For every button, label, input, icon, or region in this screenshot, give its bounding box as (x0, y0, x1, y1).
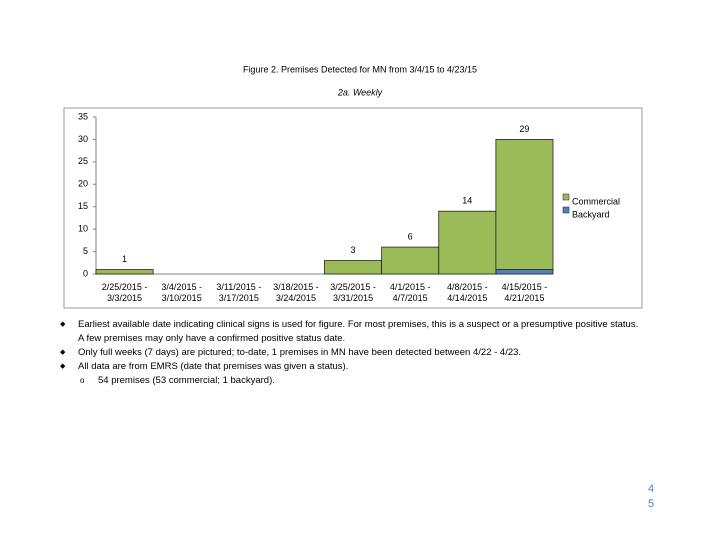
data-label: 3 (351, 245, 356, 255)
y-tick-label: 25 (78, 156, 88, 166)
bar-segment (495, 269, 554, 275)
bar-segment (95, 269, 154, 275)
y-tick-label: 30 (78, 134, 88, 144)
x-tick-line: 4/14/2015 (447, 293, 487, 303)
chart: Figure 2. Premises Detected for MN from … (63, 64, 643, 309)
x-tick-label: 3/4/2015 -3/10/2015 (161, 282, 202, 303)
data-label: 6 (408, 231, 413, 241)
note: All data are from EMRS (date that premis… (60, 360, 640, 374)
page-number-digit: 5 (648, 498, 655, 510)
data-label: 1 (122, 254, 127, 264)
x-tick-line: 3/10/2015 (162, 293, 202, 303)
x-tick-label: 3/18/2015 -3/24/2015 (273, 282, 319, 303)
notes: Earliest available date indicating clini… (60, 318, 640, 388)
legend-swatch (562, 193, 570, 201)
y-tick-label: 20 (78, 179, 88, 189)
bar-segment (381, 246, 440, 275)
x-tick-line: 2/25/2015 - (102, 282, 148, 292)
chart-title: Figure 2. Premises Detected for MN from … (243, 64, 477, 74)
y-tick-label: 10 (78, 224, 88, 234)
chart-subtitle: 2a. Weekly (337, 87, 383, 97)
chart-frame (63, 107, 643, 309)
x-tick-line: 4/15/2015 - (502, 282, 548, 292)
note: Only full weeks (7 days) are pictured; t… (60, 346, 640, 360)
x-tick-line: 3/24/2015 (276, 293, 316, 303)
legend-label: Commercial (572, 196, 620, 206)
page-number-digit: 4 (648, 483, 655, 495)
sub-notes: 54 premises (53 commercial; 1 backyard). (60, 374, 640, 388)
note: 54 premises (53 commercial; 1 backyard). (80, 374, 640, 388)
y-tick-label: 0 (83, 268, 88, 278)
x-tick-label: 3/11/2015 -3/17/2015 (216, 282, 261, 303)
x-tick-line: 4/8/2015 - (447, 282, 488, 292)
x-tick-line: 3/18/2015 - (273, 282, 319, 292)
x-tick-line: 3/31/2015 (333, 293, 373, 303)
y-tick-label: 15 (78, 201, 88, 211)
x-tick-line: 4/7/2015 (393, 293, 428, 303)
x-tick-label: 4/1/2015 -4/7/2015 (390, 282, 431, 303)
bar-segment (438, 210, 497, 275)
legend-swatch (562, 206, 570, 214)
y-tick-label: 5 (83, 246, 88, 256)
data-label: 29 (519, 124, 529, 134)
x-tick-line: 3/4/2015 - (161, 282, 202, 292)
y-tick-label: 35 (78, 111, 88, 121)
x-tick-label: 4/15/2015 -4/21/2015 (502, 282, 548, 303)
bar-segment (324, 260, 383, 275)
x-tick-line: 4/21/2015 (504, 293, 544, 303)
x-tick-line: 3/25/2015 - (330, 282, 376, 292)
note: Earliest available date indicating clini… (60, 318, 640, 346)
x-tick-line: 3/11/2015 - (216, 282, 261, 292)
x-tick-line: 3/17/2015 (219, 293, 259, 303)
data-label: 14 (462, 196, 472, 206)
x-tick-label: 3/25/2015 -3/31/2015 (330, 282, 376, 303)
x-tick-line: 3/3/2015 (107, 293, 142, 303)
x-tick-line: 4/1/2015 - (390, 282, 431, 292)
legend-label: Backyard (572, 209, 610, 219)
x-tick-label: 4/8/2015 -4/14/2015 (447, 282, 488, 303)
x-tick-label: 2/25/2015 -3/3/2015 (102, 282, 148, 303)
bar-segment (495, 139, 554, 270)
